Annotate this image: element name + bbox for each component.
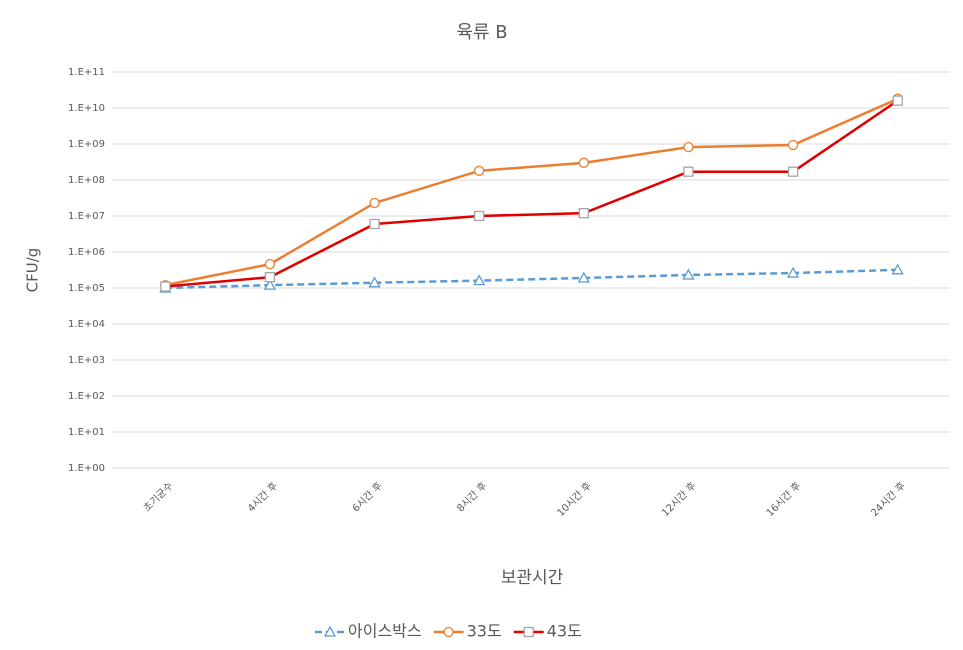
y-tick-label: 1.E+01 [68, 427, 105, 438]
y-tick-label: 1.E+09 [68, 139, 105, 150]
marker [323, 625, 337, 637]
marker [474, 165, 485, 176]
y-axis-label: CFU/g [24, 248, 42, 293]
y-tick-label: 1.E+08 [68, 175, 105, 186]
y-tick-label: 1.E+10 [68, 103, 105, 114]
series-line [165, 268, 898, 290]
x-tick-label: 10시간 후 [555, 480, 594, 519]
marker [160, 281, 171, 292]
marker [578, 207, 589, 219]
x-tick-label: 초기균수 [141, 480, 176, 515]
x-tick-label: 16시간 후 [764, 480, 803, 519]
marker [264, 272, 276, 283]
y-tick-label: 1.E+11 [68, 67, 105, 78]
marker [264, 258, 276, 270]
x-tick-label: 24시간 후 [869, 480, 908, 519]
marker [473, 274, 486, 286]
marker [892, 95, 903, 106]
x-tick-label: 12시간 후 [659, 480, 698, 519]
x-tick-label: 8시간 후 [455, 480, 490, 515]
y-tick-label: 1.E+00 [68, 463, 105, 474]
marker [368, 276, 381, 288]
x-tick-label: 4시간 후 [245, 480, 280, 515]
legend-item: 아이스박스 [315, 622, 422, 641]
y-tick-label: 1.E+04 [68, 319, 105, 330]
marker [578, 157, 589, 168]
y-tick-label: 1.E+05 [68, 283, 105, 294]
marker [787, 166, 799, 177]
series-line [165, 97, 899, 287]
marker [683, 141, 694, 153]
chart-title: 육류 B [456, 22, 507, 43]
legend-label: 아이스박스 [348, 622, 422, 641]
y-tick-label: 1.E+03 [68, 355, 105, 366]
x-axis-label: 보관시간 [501, 568, 564, 588]
marker [682, 268, 695, 280]
marker [577, 271, 590, 283]
marker [263, 278, 277, 290]
legend: 아이스박스 33도 43도 [315, 622, 582, 641]
marker [683, 166, 694, 177]
y-tick-label: 1.E+06 [68, 247, 105, 258]
legend-item: 33도 [433, 622, 502, 641]
marker [787, 139, 799, 151]
y-tick-label: 1.E+02 [68, 391, 105, 402]
marker [443, 626, 454, 638]
marker [891, 263, 904, 275]
legend-item: 43도 [513, 622, 582, 641]
legend-label: 43도 [547, 622, 582, 641]
series-line [165, 99, 899, 288]
marker [369, 197, 380, 209]
y-tick-label: 1.E+07 [68, 211, 105, 222]
legend-label: 33도 [467, 622, 502, 641]
marker [369, 218, 380, 230]
marker [786, 266, 800, 278]
x-tick-label: 6시간 후 [350, 480, 385, 515]
marker [523, 626, 534, 638]
marker [474, 210, 485, 222]
